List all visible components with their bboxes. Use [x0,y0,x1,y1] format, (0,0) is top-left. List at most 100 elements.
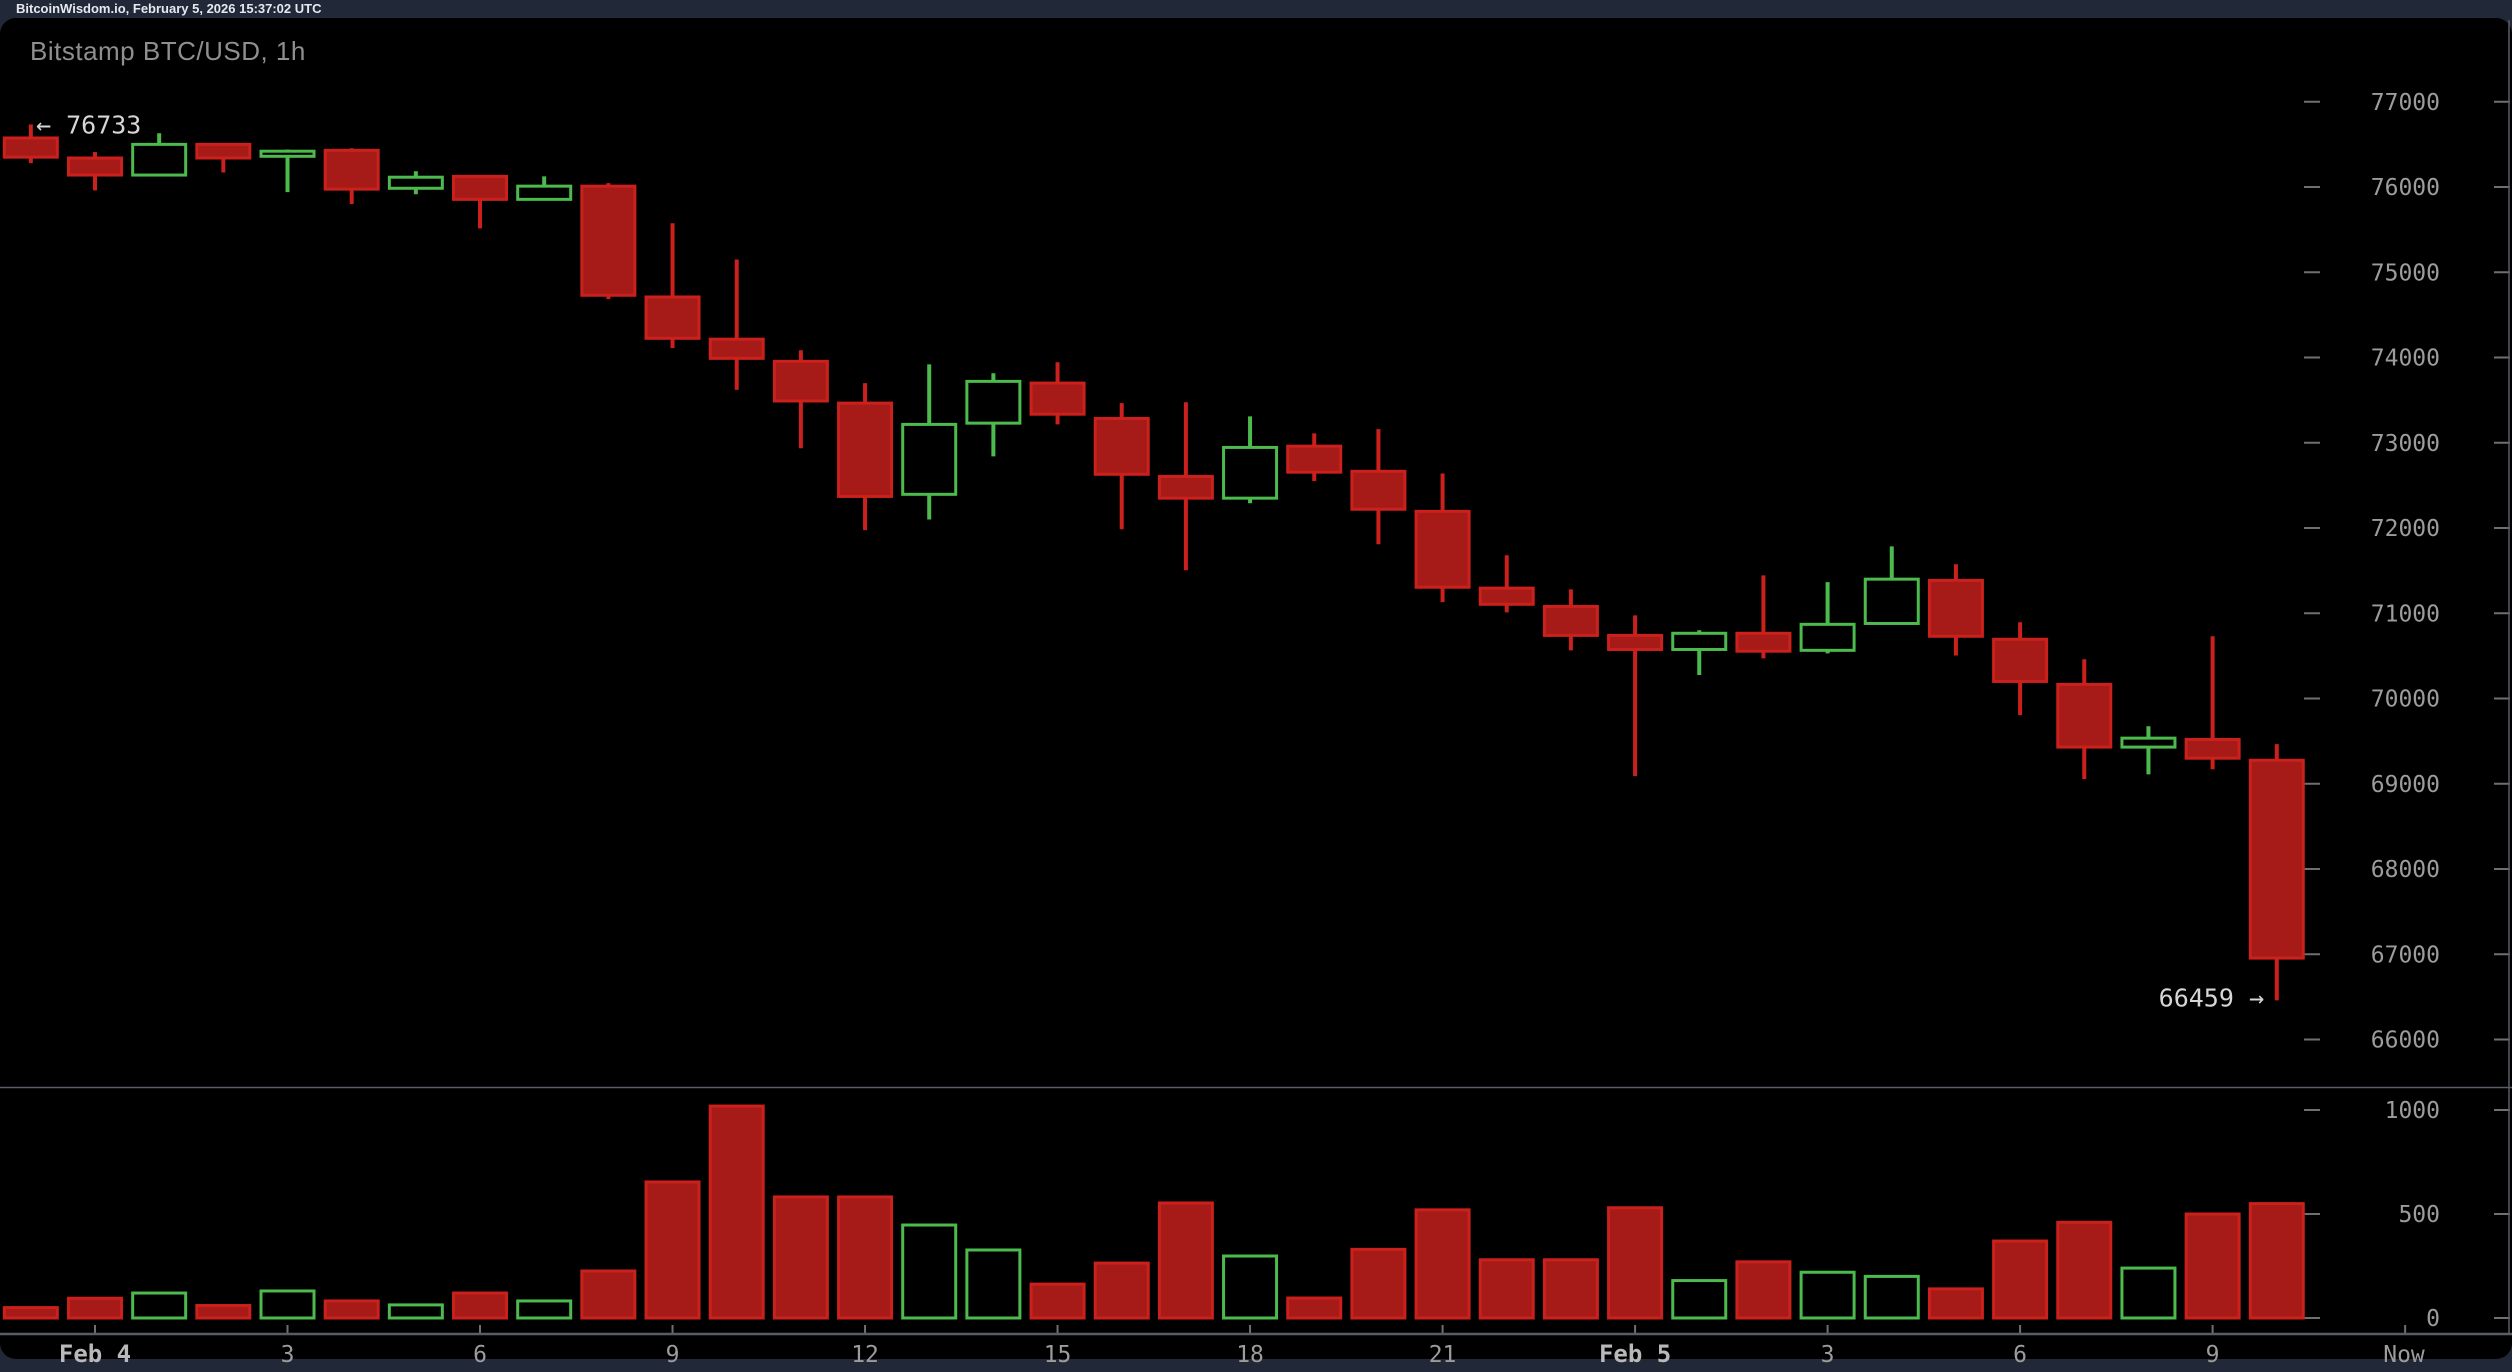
time-tick-label: 9 [2206,1342,2220,1368]
volume-bar [259,1289,316,1320]
candle-body [1029,381,1086,416]
volume-bar [1222,1254,1279,1320]
candle-body [1350,469,1407,511]
candle-body [708,337,765,360]
price-tick-label: 73000 [2371,431,2440,457]
candles-layer [2,124,2305,1001]
volume-bar [1671,1279,1728,1320]
volume-bar [1927,1287,1984,1320]
volume-bar [1157,1201,1214,1320]
price-tick-label: 70000 [2371,687,2440,713]
volume-bar [2184,1212,2241,1320]
candle-body [2248,758,2305,960]
candle-body [1286,444,1343,474]
volume-tick-label: 0 [2426,1306,2440,1332]
candle-body [1992,637,2049,683]
candle-body [516,184,573,201]
volume-axis: 1000 500 0 [2304,1098,2510,1332]
volume-bar [2248,1202,2305,1320]
volume-bar [1093,1261,1150,1320]
volume-bar [644,1180,701,1320]
volume-bar [1863,1274,1920,1320]
open-price-label: ← 76733 [36,111,141,140]
candle-body [2,136,59,159]
axis-frame [0,20,2512,1336]
time-tick-label: 12 [851,1342,879,1368]
price-tick-label: 71000 [2371,601,2440,627]
candle-body [644,295,701,340]
candle-body [1093,416,1150,476]
volume-bar [2056,1220,2113,1320]
time-tick-label: 9 [666,1342,680,1368]
price-tick-label: 76000 [2371,175,2440,201]
price-tick-label: 74000 [2371,346,2440,372]
candle-body [1927,578,1984,638]
candle-body [452,174,509,201]
time-tick-label: 6 [2013,1342,2027,1368]
volume-bar [131,1291,188,1320]
candle-body [772,359,829,403]
time-tick-label: 15 [1044,1342,1072,1368]
candle-body [1671,631,1728,651]
volume-bar [901,1223,958,1320]
time-tick-label: 21 [1429,1342,1457,1368]
candle-body [1799,622,1856,652]
candle-body [2184,737,2241,760]
volume-bar [387,1303,444,1320]
price-tick-label: 66000 [2371,1028,2440,1054]
candle-body [259,149,316,158]
volume-bar [67,1296,123,1320]
price-tick-label: 75000 [2371,260,2440,286]
volume-bar [1029,1282,1086,1320]
volume-bar [452,1291,509,1320]
volume-bar [1542,1258,1599,1320]
time-tick-label: 3 [281,1342,295,1368]
time-tick-label: 3 [1821,1342,1835,1368]
volume-tick-label: 500 [2398,1202,2440,1228]
price-tick-label: 72000 [2371,516,2440,542]
volume-bar [772,1195,829,1320]
time-tick-label: Feb 5 [1599,1340,1671,1368]
candle-body [1414,509,1471,589]
volume-bar [1735,1260,1792,1320]
volume-bar [708,1104,765,1320]
volume-bar [2,1306,59,1320]
status-text: BitcoinWisdom.io, February 5, 2026 15:37… [16,1,322,16]
volume-bar [965,1248,1022,1320]
time-tick-label: 6 [473,1342,487,1368]
price-tick-label: 77000 [2371,90,2440,116]
volume-bar [516,1299,573,1320]
volume-tick-label: 1000 [2385,1098,2440,1124]
candle-body [195,142,252,160]
candle-body [1478,586,1535,606]
time-tick-label: 18 [1236,1342,1264,1368]
status-bar: BitcoinWisdom.io, February 5, 2026 15:37… [0,0,2512,18]
annotations: ← 76733 66459 → [36,111,2264,1013]
volume-bar [1414,1208,1471,1320]
volume-layer [2,1104,2305,1320]
candle-body [387,175,444,190]
candle-body [1863,577,1920,625]
volume-bar [323,1299,380,1320]
candle-body [837,401,894,498]
candle-body [2056,682,2113,749]
candle-body [67,156,123,177]
last-price-label: 66459 → [2159,983,2264,1012]
volume-bar [1992,1239,2049,1320]
price-axis: 77000 76000 75000 74000 73000 72000 71000 70000… [2304,90,2510,1054]
price-tick-label: 67000 [2371,942,2440,968]
candle-body [580,184,637,297]
chart-title: Bitstamp BTC/USD, 1h [30,36,306,66]
volume-bar [1478,1258,1535,1320]
candle-body [131,142,188,177]
volume-bar [1799,1270,1856,1320]
volume-bar [837,1195,894,1320]
candle-body [965,379,1022,425]
time-tick-label: Now [2383,1342,2425,1368]
time-axis: Feb 4 3 6 9 12 15 18 21 Feb 5 3 6 9 Now [59,1325,2425,1368]
price-tick-label: 68000 [2371,857,2440,883]
candle-body [1542,604,1599,637]
candle-body [2120,736,2177,749]
